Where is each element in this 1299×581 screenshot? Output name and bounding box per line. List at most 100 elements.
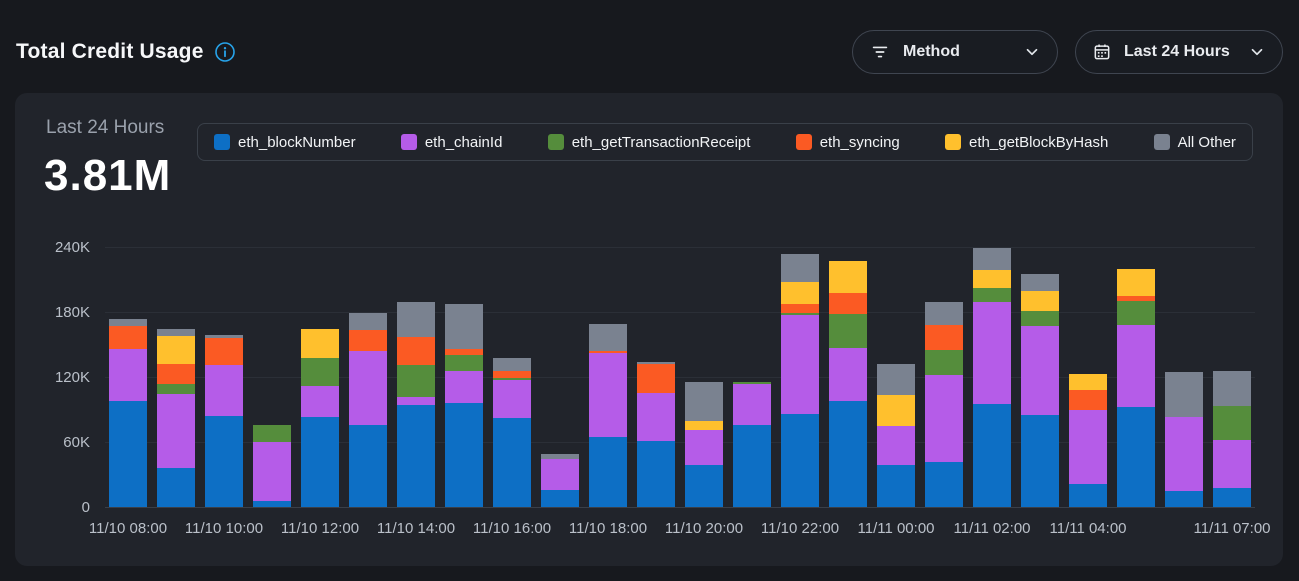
legend-swatch xyxy=(400,134,417,150)
gridline-60K xyxy=(105,442,1255,443)
bar-segment-eth-chainid xyxy=(877,425,915,465)
bar-segment-eth-syncing xyxy=(781,304,819,314)
legend-item-eth-chainid[interactable]: eth_chainId xyxy=(400,134,502,151)
x-axis-line xyxy=(105,507,1255,508)
bar-20[interactable] xyxy=(1069,373,1107,507)
bar-segment-eth-getblockbyhash xyxy=(877,395,915,426)
bar-segment-all-other xyxy=(1021,274,1059,292)
chevron-down-icon xyxy=(1248,43,1266,61)
bar-segment-eth-gettransactionreceipt xyxy=(253,424,291,442)
bar-11[interactable] xyxy=(637,361,675,507)
bar-segment-eth-getblockbyhash xyxy=(301,329,339,358)
bar-segment-eth-chainid xyxy=(1165,417,1203,491)
bar-segment-eth-blocknumber xyxy=(637,440,675,507)
legend-item-eth-syncing[interactable]: eth_syncing xyxy=(795,134,900,151)
bar-6[interactable] xyxy=(397,302,435,507)
bar-7[interactable] xyxy=(445,304,483,507)
bar-21[interactable] xyxy=(1117,268,1155,507)
bar-segment-eth-syncing xyxy=(1069,390,1107,410)
bar-5[interactable] xyxy=(349,313,387,507)
bar-segment-eth-blocknumber xyxy=(397,405,435,507)
x-tick-label-0: 11/10 08:00 xyxy=(88,520,168,537)
bar-segment-eth-blocknumber xyxy=(973,404,1011,507)
bar-segment-eth-getblockbyhash xyxy=(1021,291,1059,311)
filter-icon xyxy=(869,41,891,63)
bar-segment-eth-chainid xyxy=(253,442,291,501)
legend-label: eth_blockNumber xyxy=(238,133,356,151)
bar-12[interactable] xyxy=(685,382,723,507)
bar-segment-eth-blocknumber xyxy=(589,436,627,507)
bar-segment-eth-syncing xyxy=(109,326,147,349)
bar-22[interactable] xyxy=(1165,371,1203,507)
bar-segment-eth-blocknumber xyxy=(253,500,291,507)
bar-segment-eth-gettransactionreceipt xyxy=(781,313,819,316)
x-tick-label-6: 11/10 14:00 xyxy=(376,520,456,537)
legend-swatch xyxy=(547,134,564,150)
legend-item-eth-blocknumber[interactable]: eth_blockNumber xyxy=(214,134,356,151)
info-icon[interactable] xyxy=(214,41,236,63)
bar-16[interactable] xyxy=(877,364,915,507)
bar-segment-eth-blocknumber xyxy=(541,489,579,507)
x-tick-label-16: 11/11 00:00 xyxy=(857,520,935,537)
bar-3[interactable] xyxy=(253,424,291,507)
bar-segment-all-other xyxy=(925,302,963,326)
bar-segment-all-other xyxy=(877,364,915,396)
legend-item-eth-getblockbyhash[interactable]: eth_getBlockByHash xyxy=(945,134,1108,151)
bar-segment-eth-syncing xyxy=(637,364,675,394)
bar-14[interactable] xyxy=(781,253,819,507)
legend-label: eth_getBlockByHash xyxy=(969,133,1109,151)
bar-segment-eth-chainid xyxy=(685,430,723,465)
legend-item-eth-gettransactionreceipt[interactable]: eth_getTransactionReceipt xyxy=(547,134,750,151)
page-title: Total Credit Usage xyxy=(16,39,204,63)
method-filter-dropdown[interactable]: Method xyxy=(852,29,1058,74)
bar-17[interactable] xyxy=(925,302,963,507)
x-tick-label-8: 11/10 16:00 xyxy=(472,520,552,537)
bar-segment-eth-syncing xyxy=(493,370,531,379)
bar-segment-eth-blocknumber xyxy=(877,464,915,507)
bar-segment-eth-getblockbyhash xyxy=(829,261,867,293)
bar-23[interactable] xyxy=(1213,370,1251,507)
x-tick-label-20: 11/11 04:00 xyxy=(1049,520,1127,537)
bar-18[interactable] xyxy=(973,248,1011,507)
bar-segment-all-other xyxy=(589,323,627,352)
bar-segment-eth-getblockbyhash xyxy=(1069,373,1107,390)
bar-segment-eth-blocknumber xyxy=(1117,407,1155,507)
y-tick-label-60K: 60K xyxy=(63,434,90,451)
bar-segment-eth-blocknumber xyxy=(493,418,531,507)
bar-segment-eth-blocknumber xyxy=(1021,414,1059,507)
bar-segment-eth-gettransactionreceipt xyxy=(445,355,483,371)
time-range-dropdown[interactable]: Last 24 Hours xyxy=(1075,29,1283,74)
bar-9[interactable] xyxy=(541,453,579,507)
bar-segment-eth-getblockbyhash xyxy=(973,269,1011,289)
bar-segment-eth-getblockbyhash xyxy=(1117,268,1155,296)
bar-segment-eth-syncing xyxy=(157,364,195,384)
bar-13[interactable] xyxy=(733,382,771,507)
bar-8[interactable] xyxy=(493,357,531,507)
bar-segment-eth-blocknumber xyxy=(829,400,867,507)
bar-segment-eth-chainid xyxy=(589,353,627,437)
bar-19[interactable] xyxy=(1021,274,1059,507)
bar-segment-eth-blocknumber xyxy=(349,424,387,507)
bar-segment-all-other xyxy=(781,253,819,282)
y-tick-label-0: 0 xyxy=(81,499,90,516)
bar-segment-eth-getblockbyhash xyxy=(781,281,819,305)
bar-segment-all-other xyxy=(685,382,723,422)
bar-1[interactable] xyxy=(157,329,195,507)
bar-segment-eth-chainid xyxy=(109,348,147,401)
legend-item-all-other[interactable]: All Other xyxy=(1153,134,1236,151)
bar-segment-eth-chainid xyxy=(781,315,819,414)
bar-segment-eth-syncing xyxy=(1117,295,1155,302)
bar-2[interactable] xyxy=(205,334,243,507)
bar-0[interactable] xyxy=(109,318,147,507)
plot-area xyxy=(105,247,1255,508)
bar-segment-eth-gettransactionreceipt xyxy=(301,357,339,386)
bar-segment-eth-blocknumber xyxy=(1165,490,1203,507)
bar-segment-eth-blocknumber xyxy=(109,400,147,507)
bar-4[interactable] xyxy=(301,329,339,507)
bar-10[interactable] xyxy=(589,323,627,507)
bar-segment-all-other xyxy=(157,329,195,336)
bar-15[interactable] xyxy=(829,261,867,507)
bar-segment-eth-syncing xyxy=(589,351,627,354)
bar-segment-eth-chainid xyxy=(397,396,435,406)
bar-segment-eth-gettransactionreceipt xyxy=(1117,301,1155,326)
